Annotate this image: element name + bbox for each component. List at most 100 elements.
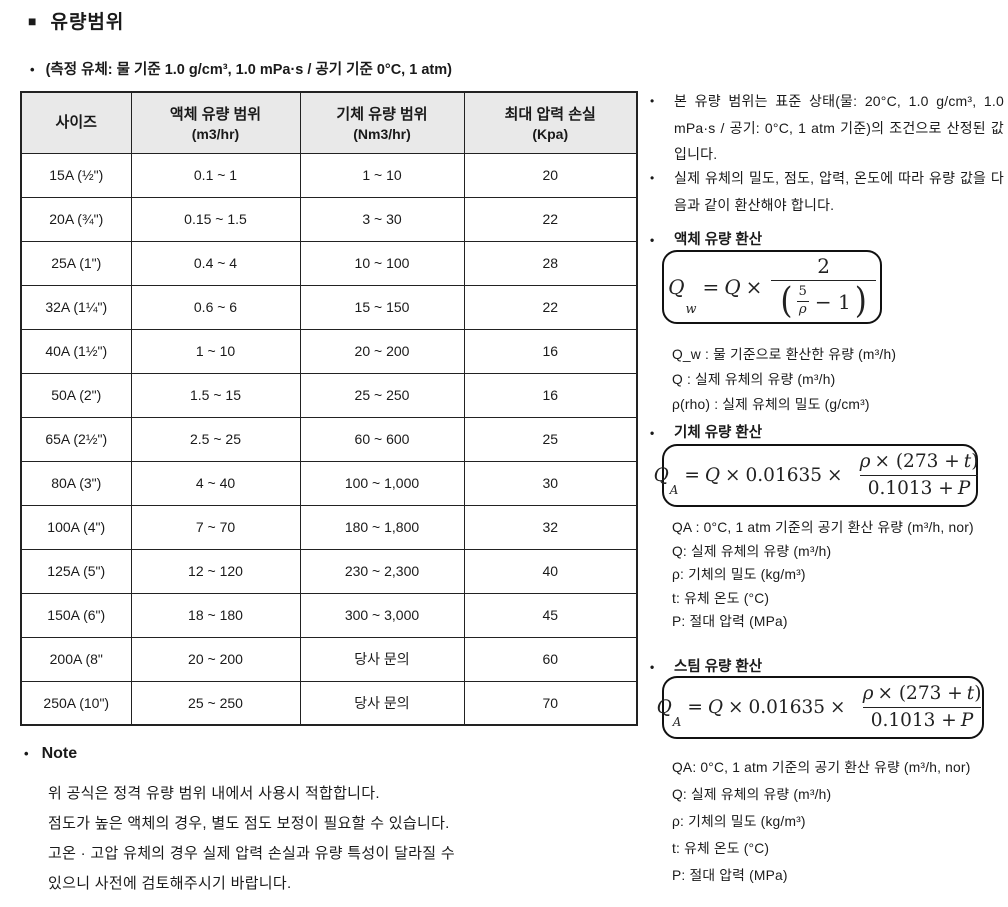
right-bullet-standard-condition: • 본 유량 범위는 표준 상태(물: 20°C, 1.0 g/cm³, 1.0… — [650, 88, 1004, 168]
legend-line: QA: 0°C, 1 atm 기준의 공기 환산 유량 (m³/h, nor) — [672, 760, 971, 775]
liquid-cell: 0.15 ~ 1.5 — [130, 196, 301, 242]
formula-var: P — [957, 478, 971, 499]
square-bullet-icon: ■ — [28, 12, 38, 29]
size-cell: 100A (4") — [20, 504, 132, 550]
formula-operator: = — [702, 275, 720, 299]
liquid-cell: 1.5 ~ 15 — [130, 372, 301, 418]
table-row: 65A (2½") 2.5 ~ 25 60 ~ 600 25 — [20, 416, 638, 462]
size-cell: 200A (8" — [20, 636, 132, 682]
formula-number: 0.1013 + — [867, 478, 954, 499]
measurement-condition: • (측정 유체: 물 기준 1.0 g/cm³, 1.0 mPa·s / 공기… — [30, 58, 452, 79]
gas-formula-legend: QA : 0°C, 1 atm 기준의 공기 환산 유량 (m³/h, nor)… — [672, 516, 1004, 634]
loss-cell: 30 — [463, 460, 638, 506]
formula-number: 0.1013 + — [870, 710, 957, 731]
steam-formula-box: Q A = Q × 0.01635 × ρ × (273 + t) 0.1013 + P — [657, 676, 984, 739]
gas-cell: 20 ~ 200 — [299, 328, 465, 374]
formula-operator: × (273 + — [874, 450, 960, 472]
bullet-dot-icon: • — [650, 171, 655, 185]
formula-paren: ( — [780, 280, 793, 323]
bullet-dot-icon: • — [650, 94, 655, 108]
gas-conversion-heading: • 기체 유량 환산 — [650, 421, 1004, 442]
gas-formula: Q A = Q × 0.01635 × ρ × (273 + t) 0.1013 + P — [653, 450, 987, 500]
formula-subscript: w — [685, 301, 697, 317]
formula-fraction: ρ × (273 + t) 0.1013 + P — [855, 682, 990, 732]
liquid-cell: 0.4 ~ 4 — [130, 240, 301, 286]
formula-operator: × (273 + — [877, 682, 963, 704]
col-header-label: 기체 유량 범위 — [336, 105, 428, 123]
gas-cell: 100 ~ 1,000 — [299, 460, 465, 506]
steam-formula-legend: QA: 0°C, 1 atm 기준의 공기 환산 유량 (m³/h, nor) … — [672, 755, 1004, 888]
gas-cell: 1 ~ 10 — [299, 152, 465, 198]
bullet-dot-icon: • — [650, 233, 655, 247]
liquid-cell: 20 ~ 200 — [130, 636, 301, 682]
table-row: 100A (4") 7 ~ 70 180 ~ 1,800 32 — [20, 504, 638, 550]
legend-line: t: 유체 온도 (°C) — [672, 590, 770, 606]
steam-conversion-heading: • 스팀 유량 환산 — [650, 655, 1004, 676]
flow-range-table: 사이즈 액체 유량 범위 (m3/hr) 기체 유량 범위 (Nm3/hr) 최대 … — [20, 91, 638, 726]
table-row: 150A (6") 18 ~ 180 300 ~ 3,000 45 — [20, 592, 638, 638]
loss-cell: 70 — [463, 680, 638, 726]
table-row: 20A (¾") 0.15 ~ 1.5 3 ~ 30 22 — [20, 196, 638, 242]
note-heading: • Note — [24, 745, 77, 763]
col-header-label: 사이즈 — [55, 114, 97, 132]
liquid-cell: 2.5 ~ 25 — [130, 416, 301, 462]
gas-cell: 180 ~ 1,800 — [299, 504, 465, 550]
formula-number: 0.01635 — [745, 465, 823, 486]
loss-cell: 16 — [463, 372, 638, 418]
legend-line: ρ: 기체의 밀도 (kg/m³) — [672, 567, 806, 582]
gas-cell: 10 ~ 100 — [299, 240, 465, 286]
note-title: Note — [41, 744, 78, 762]
col-header-size: 사이즈 — [20, 91, 132, 154]
col-header-liquid: 액체 유량 범위 (m3/hr) — [130, 91, 301, 154]
gas-formula-box: Q A = Q × 0.01635 × ρ × (273 + t) 0.1013 + P — [654, 444, 978, 507]
table-row: 200A (8" 20 ~ 200 당사 문의 60 — [20, 636, 638, 682]
loss-cell: 40 — [463, 548, 638, 594]
liquid-cell: 25 ~ 250 — [130, 680, 301, 726]
formula-operator: × — [745, 275, 763, 299]
bullet-dot-icon: • — [650, 660, 655, 674]
size-cell: 20A (¾") — [20, 196, 132, 242]
steam-conversion-title: 스팀 유량 환산 — [674, 659, 763, 675]
formula-var: t — [963, 450, 972, 472]
formula-var: ρ — [862, 682, 874, 704]
liquid-cell: 18 ~ 180 — [130, 592, 301, 638]
formula-paren: ) — [974, 682, 982, 704]
size-cell: 250A (10") — [20, 680, 132, 726]
gas-cell: 300 ~ 3,000 — [299, 592, 465, 638]
bullet-dot-icon: • — [24, 745, 29, 761]
formula-var: Q — [656, 697, 672, 718]
loss-cell: 20 — [463, 152, 638, 198]
formula-operator: = — [687, 697, 703, 718]
formula-var: ρ — [796, 301, 809, 317]
table-row: 80A (3") 4 ~ 40 100 ~ 1,000 30 — [20, 460, 638, 506]
gas-cell: 당사 문의 — [299, 680, 465, 726]
liquid-conversion-title: 액체 유량 환산 — [674, 232, 763, 248]
legend-line: P: 절대 압력 (MPa) — [672, 614, 788, 629]
formula-operator: × — [830, 697, 846, 718]
formula-var: Q — [724, 275, 741, 299]
formula-operator: = — [684, 465, 700, 486]
col-header-unit: (Nm3/hr) — [353, 125, 411, 142]
loss-cell: 22 — [463, 284, 638, 330]
liquid-cell: 0.6 ~ 6 — [130, 284, 301, 330]
gas-cell: 당사 문의 — [299, 636, 465, 682]
formula-var: Q — [653, 465, 669, 486]
formula-var: Q — [704, 465, 721, 486]
liquid-cell: 1 ~ 10 — [130, 328, 301, 374]
formula-number: 5 — [798, 284, 807, 300]
legend-line: QA : 0°C, 1 atm 기준의 공기 환산 유량 (m³/h, nor) — [672, 520, 974, 535]
loss-cell: 60 — [463, 636, 638, 682]
liquid-cell: 0.1 ~ 1 — [130, 152, 301, 198]
measurement-condition-text: (측정 유체: 물 기준 1.0 g/cm³, 1.0 mPa·s / 공기 기… — [45, 62, 452, 78]
section-title: ■ 유량범위 — [28, 7, 124, 34]
right-bullet-text: 본 유량 범위는 표준 상태(물: 20°C, 1.0 g/cm³, 1.0 m… — [674, 93, 1004, 162]
formula-var: t — [966, 682, 975, 704]
table-row: 32A (1¼") 0.6 ~ 6 15 ~ 150 22 — [20, 284, 638, 330]
formula-operator: × — [827, 465, 843, 486]
legend-line: Q: 실제 유체의 유량 (m³/h) — [672, 787, 832, 802]
